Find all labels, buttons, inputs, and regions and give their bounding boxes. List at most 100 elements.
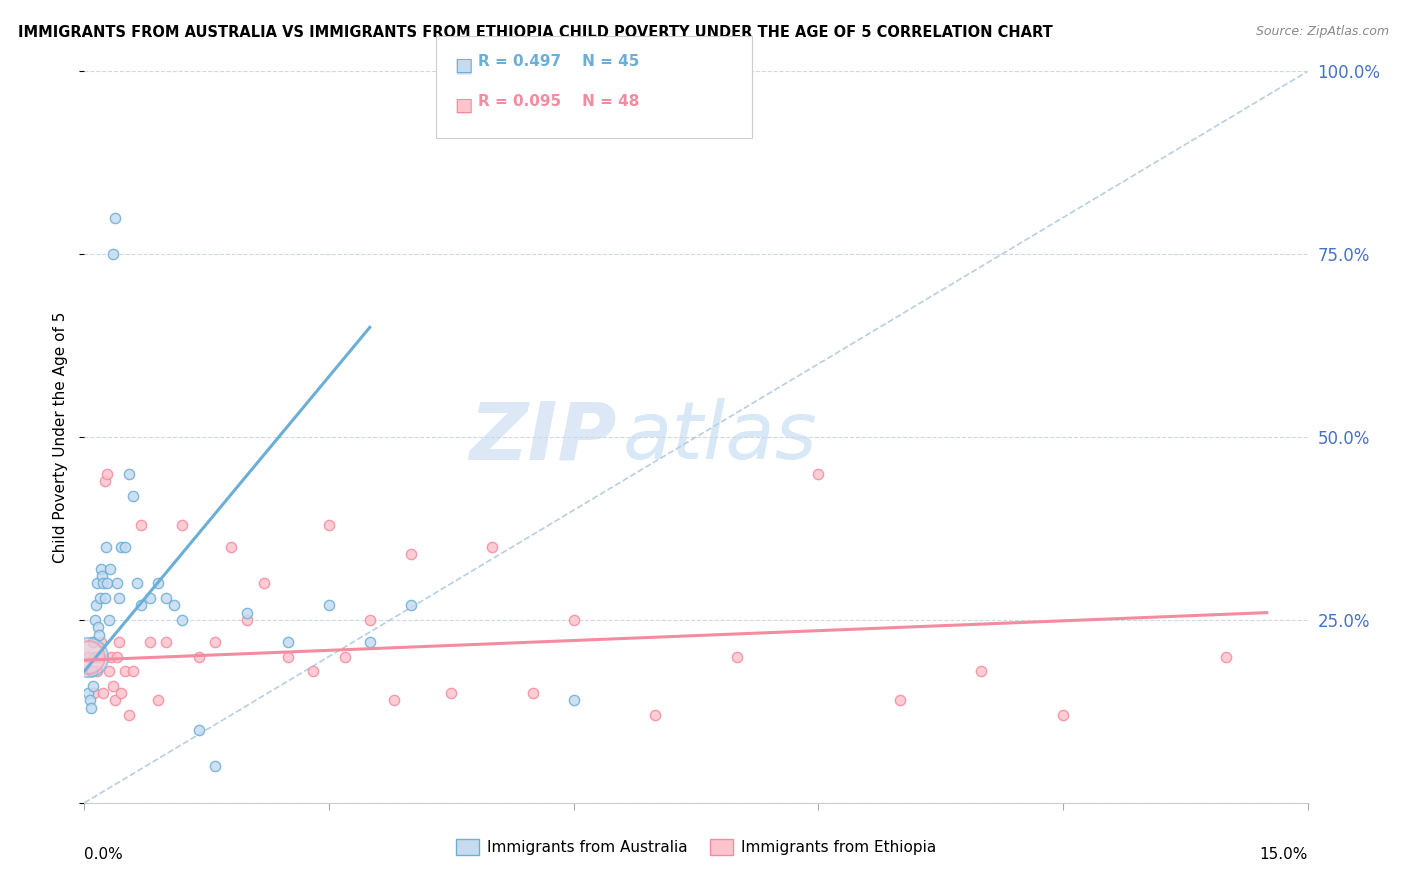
- Point: [90, 635, 112, 649]
- Point: [80, 664, 103, 678]
- Point: [253, 576, 276, 591]
- Point: [91, 686, 114, 700]
- Point: [970, 664, 993, 678]
- Point: [277, 649, 299, 664]
- Text: □: □: [454, 56, 472, 75]
- Point: [522, 686, 544, 700]
- Point: [91, 576, 114, 591]
- Point: [93, 474, 115, 488]
- Point: [96, 467, 118, 481]
- Point: [108, 635, 131, 649]
- Point: [82, 635, 104, 649]
- Point: [644, 708, 666, 723]
- Point: [87, 620, 110, 634]
- Point: [131, 517, 153, 532]
- Point: [163, 599, 186, 613]
- Point: [79, 693, 101, 707]
- Point: [277, 635, 299, 649]
- Point: [204, 759, 226, 773]
- Point: [172, 613, 194, 627]
- Point: [96, 576, 118, 591]
- Point: [114, 540, 136, 554]
- Point: [110, 540, 132, 554]
- Point: [146, 576, 169, 591]
- Text: ■: ■: [454, 95, 472, 114]
- Point: [89, 591, 111, 605]
- Text: 15.0%: 15.0%: [1260, 847, 1308, 862]
- Point: [146, 693, 169, 707]
- Point: [187, 723, 209, 737]
- Point: [101, 679, 124, 693]
- Point: [1215, 649, 1237, 664]
- Point: [101, 247, 124, 261]
- Point: [725, 649, 748, 664]
- Point: [236, 613, 259, 627]
- Point: [481, 540, 503, 554]
- Point: [359, 613, 381, 627]
- Point: [86, 664, 108, 678]
- Text: atlas: atlas: [623, 398, 817, 476]
- Point: [77, 686, 100, 700]
- Point: [382, 693, 405, 707]
- Point: [83, 686, 105, 700]
- Point: [110, 686, 132, 700]
- Point: [91, 569, 114, 583]
- Point: [100, 649, 122, 664]
- Point: [318, 599, 340, 613]
- Legend: Immigrants from Australia, Immigrants from Ethiopia: Immigrants from Australia, Immigrants fr…: [450, 833, 942, 861]
- Point: [97, 664, 120, 678]
- Point: [114, 664, 136, 678]
- Point: [155, 635, 177, 649]
- Point: [399, 547, 422, 561]
- Text: ZIP: ZIP: [470, 398, 616, 476]
- Point: [219, 540, 242, 554]
- Point: [172, 517, 194, 532]
- Point: [84, 599, 107, 613]
- Point: [236, 606, 259, 620]
- Point: [104, 211, 127, 225]
- Point: [131, 599, 153, 613]
- Point: [399, 599, 422, 613]
- Point: [204, 635, 226, 649]
- Text: □: □: [454, 95, 472, 114]
- Point: [84, 613, 107, 627]
- Point: [82, 635, 104, 649]
- Y-axis label: Child Poverty Under the Age of 5: Child Poverty Under the Age of 5: [53, 311, 69, 563]
- Point: [105, 576, 128, 591]
- Point: [97, 613, 120, 627]
- Point: [77, 649, 100, 664]
- Point: [86, 649, 108, 664]
- Point: [105, 649, 128, 664]
- Point: [335, 649, 357, 664]
- Point: [440, 686, 463, 700]
- Point: [118, 467, 141, 481]
- Point: [93, 591, 115, 605]
- Point: [562, 613, 585, 627]
- Point: [104, 693, 127, 707]
- Point: [889, 693, 911, 707]
- Point: [807, 467, 830, 481]
- Point: [318, 517, 340, 532]
- Point: [122, 489, 145, 503]
- Point: [122, 664, 145, 678]
- Point: [80, 700, 103, 714]
- Point: [155, 591, 177, 605]
- Text: R = 0.095    N = 48: R = 0.095 N = 48: [478, 94, 640, 109]
- Point: [82, 679, 104, 693]
- Point: [96, 540, 118, 554]
- Text: Source: ZipAtlas.com: Source: ZipAtlas.com: [1256, 25, 1389, 38]
- Point: [359, 635, 381, 649]
- Point: [138, 635, 160, 649]
- Point: [90, 562, 112, 576]
- Point: [80, 664, 103, 678]
- Text: IMMIGRANTS FROM AUSTRALIA VS IMMIGRANTS FROM ETHIOPIA CHILD POVERTY UNDER THE AG: IMMIGRANTS FROM AUSTRALIA VS IMMIGRANTS …: [18, 25, 1053, 40]
- Point: [187, 649, 209, 664]
- Point: [83, 649, 105, 664]
- Text: R = 0.497    N = 45: R = 0.497 N = 45: [478, 54, 640, 70]
- Point: [1052, 708, 1074, 723]
- Point: [86, 576, 108, 591]
- Point: [562, 693, 585, 707]
- Point: [100, 562, 122, 576]
- Point: [77, 649, 100, 664]
- Text: 0.0%: 0.0%: [84, 847, 124, 862]
